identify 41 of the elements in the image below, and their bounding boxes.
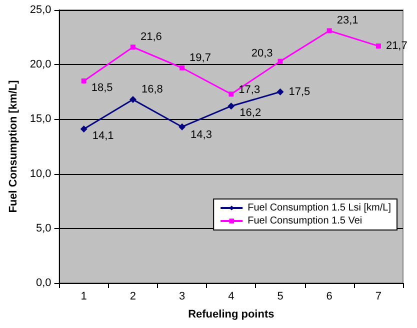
data-label: 17,3 <box>238 84 260 96</box>
x-axis-title: Refueling points <box>188 308 274 320</box>
legend-label: Fuel Consumption 1.5 Vei <box>248 216 362 226</box>
x-tick-label: 5 <box>277 290 284 302</box>
x-tick-label: 3 <box>178 290 186 302</box>
data-label: 19,7 <box>190 52 211 64</box>
point <box>376 44 381 49</box>
data-label: 14,3 <box>190 128 212 141</box>
point <box>80 126 88 133</box>
y-tick-label: 10,0 <box>30 168 52 180</box>
x-tick-label: 4 <box>228 290 234 302</box>
point <box>228 102 235 110</box>
data-label: 23,1 <box>336 14 358 27</box>
data-label: 17,5 <box>288 86 310 98</box>
point <box>278 58 283 64</box>
data-label: 18,5 <box>91 82 113 94</box>
y-tick-label: 25,0 <box>30 4 52 16</box>
y-tick-label: 15,0 <box>30 113 52 126</box>
x-tick-label: 1 <box>80 290 87 302</box>
y-tick-label: 20,0 <box>30 58 52 71</box>
data-label: 16,2 <box>240 107 262 120</box>
x-tick-label: 6 <box>326 290 332 302</box>
point <box>130 44 136 50</box>
point <box>276 88 284 96</box>
y-axis-title: Fuel Consumption [km/L] <box>8 80 20 213</box>
x-tick-label: 2 <box>130 290 136 302</box>
point <box>180 65 185 70</box>
y-tick-label: 5,0 <box>36 222 52 234</box>
data-label: 21,6 <box>140 31 162 44</box>
point <box>81 78 86 84</box>
legend-label: Fuel Consumption 1.5 Lsi [km/L] <box>248 202 392 214</box>
point <box>129 96 136 104</box>
x-tick-label: 7 <box>375 290 382 302</box>
data-label: 20,3 <box>251 47 273 60</box>
data-label: 14,1 <box>92 130 114 142</box>
point <box>326 28 332 34</box>
point <box>228 92 234 97</box>
data-label: 16,8 <box>141 84 163 96</box>
y-tick-label: 0,0 <box>36 277 52 289</box>
data-label: 21,7 <box>386 40 408 52</box>
point <box>178 123 186 130</box>
